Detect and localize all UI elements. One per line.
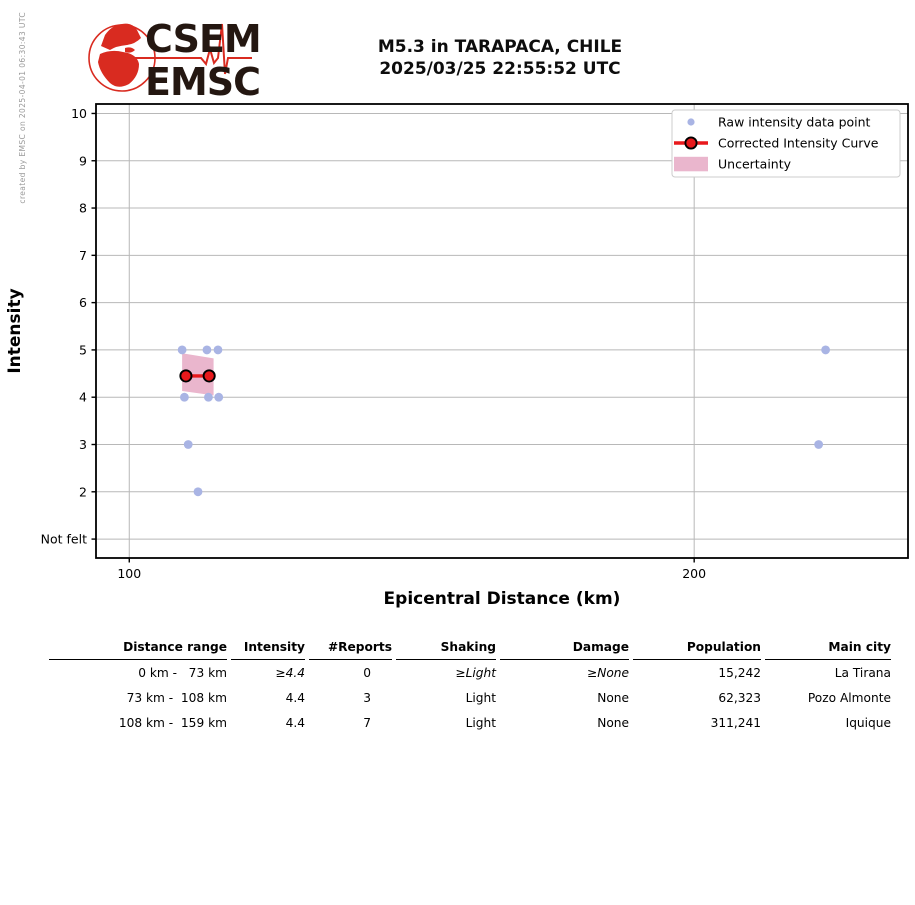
cell-intensity: ≥4.4 (275, 665, 305, 680)
col-header-population: Population (633, 638, 761, 660)
raw-intensity-point (821, 345, 831, 355)
cell-damage: ≥None (586, 665, 629, 680)
table-row: 0 km - 73 km ≥4.4 0 ≥Light ≥None 15,242 … (49, 660, 891, 685)
legend-box (671, 109, 901, 178)
x-tick-label: 200 (682, 566, 706, 581)
y-axis-label: Intensity (5, 288, 25, 373)
table-row: 73 km - 108 km 4.4 3 Light None 62,323 P… (49, 685, 891, 710)
y-tick-label: 2 (79, 484, 87, 499)
title-event: M5.3 in TARAPACA, CHILE (377, 37, 623, 57)
x-tick-label: 100 (117, 566, 141, 581)
col-header-distance-range: Distance range (49, 638, 227, 660)
cell-main-city: La Tirana (834, 665, 891, 680)
legend-label: Raw intensity data point (718, 114, 871, 129)
y-tick-label: 7 (79, 248, 87, 263)
cell-damage: None (597, 690, 629, 705)
raw-intensity-point (202, 345, 212, 355)
table-header-row: Distance range Intensity #Reports Shakin… (49, 638, 891, 660)
cell-main-city: Pozo Almonte (807, 690, 891, 705)
raw-intensity-point (204, 392, 213, 402)
cell-shaking: Light (465, 715, 496, 730)
y-tick-label: 9 (79, 153, 87, 168)
cell-population: 62,323 (718, 690, 761, 705)
cell-intensity: 4.4 (285, 715, 305, 730)
col-header-shaking: Shaking (396, 638, 496, 660)
cell-distance-range: 0 km - 73 km (138, 665, 227, 680)
intensity-chart: 100 200 Not felt 2 3 4 5 6 7 8 9 10 Epicentral Dista… (5, 103, 909, 609)
cell-shaking: ≥Light (455, 665, 496, 680)
raw-intensity-point (177, 345, 187, 355)
cell-main-city: Iquique (845, 715, 891, 730)
col-header-damage: Damage (500, 638, 629, 660)
raw-intensity-point (814, 440, 824, 449)
cell-population: 311,241 (710, 715, 761, 730)
plot-border (95, 103, 909, 559)
legend-raw-point-icon (687, 118, 695, 126)
y-tick-label: 10 (71, 106, 87, 121)
page-title: M5.3 in TARAPACA, CHILE 2025/03/25 22:55… (255, 36, 745, 80)
legend-label: Corrected Intensity Curve (718, 135, 879, 150)
emsc-logo: CSEM EMSC (88, 17, 260, 104)
legend-curve-marker-icon (684, 136, 698, 150)
cell-reports: 3 (363, 690, 371, 705)
cell-distance-range: 73 km - 108 km (126, 690, 227, 705)
y-tick-label: 5 (79, 342, 87, 357)
raw-intensity-point (180, 392, 189, 402)
corrected-curve-marker (179, 369, 193, 383)
raw-intensity-point (214, 392, 224, 402)
raw-intensity-point (183, 440, 193, 449)
cell-reports: 0 (363, 665, 371, 680)
legend-uncertainty-swatch (674, 156, 708, 172)
title-datetime: 2025/03/25 22:55:52 UTC (379, 59, 621, 79)
y-tick-label: 4 (79, 390, 87, 405)
cell-intensity: 4.4 (285, 690, 305, 705)
raw-intensity-point (193, 487, 203, 497)
cell-population: 15,242 (718, 665, 761, 680)
logo-text-emsc: EMSC (145, 60, 260, 104)
table-row: 108 km - 159 km 4.4 7 Light None 311,241… (49, 710, 891, 735)
y-tick-label: 3 (79, 437, 87, 452)
logo-text-csem: CSEM (145, 17, 260, 61)
cell-reports: 7 (363, 715, 371, 730)
cell-shaking: Light (465, 690, 496, 705)
impact-table: Distance range Intensity #Reports Shakin… (45, 638, 895, 735)
legend-label: Uncertainty (718, 156, 792, 171)
cell-distance-range: 108 km - 159 km (118, 715, 227, 730)
x-axis-label: Epicentral Distance (km) (384, 589, 621, 609)
raw-intensity-point (213, 345, 223, 355)
y-tick-label: 6 (79, 295, 87, 310)
col-header-intensity: Intensity (231, 638, 305, 660)
corrected-curve-marker (202, 369, 216, 383)
col-header-main-city: Main city (765, 638, 891, 660)
seismogram-trace (113, 23, 252, 75)
y-tick-label: Not felt (41, 532, 87, 547)
cell-damage: None (597, 715, 629, 730)
col-header-reports: #Reports (309, 638, 392, 660)
y-tick-label: 8 (79, 201, 87, 216)
